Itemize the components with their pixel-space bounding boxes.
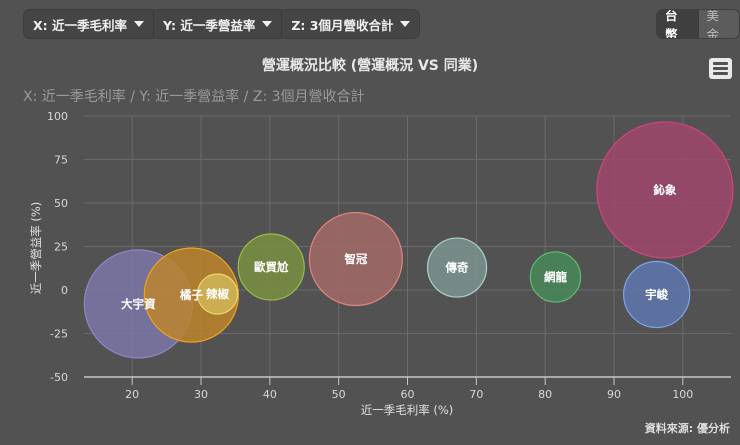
bubble-label: 傳奇	[445, 261, 469, 275]
hamburger-icon[interactable]	[709, 58, 732, 79]
caret-down-icon	[134, 21, 144, 27]
currency-toggle: 台幣 美金	[656, 9, 740, 39]
bubble-辣椒[interactable]	[196, 273, 239, 315]
x-tick-label: 100	[672, 388, 693, 401]
y-tick-label: 0	[61, 284, 68, 297]
chart-title: 營運概況比較 (營運概況 VS 同業)	[261, 58, 479, 74]
chart-subtitle: X: 近一季毛利率 / Y: 近一季營益率 / Z: 3個月營收合計	[23, 89, 365, 105]
bubble-網龍[interactable]	[529, 251, 582, 303]
z-axis-select-label: Z: 3個月營收合計	[291, 17, 394, 33]
x-axis-select-label: X: 近一季毛利率	[33, 17, 127, 33]
bubble-宇峻[interactable]	[623, 260, 691, 329]
y-tick-label: -25	[50, 328, 68, 341]
z-axis-select[interactable]: Z: 3個月營收合計	[282, 10, 419, 38]
bubble-label: 智冠	[344, 252, 367, 266]
x-tick-label: 70	[469, 388, 483, 401]
bubble-label: 網龍	[544, 270, 567, 284]
caret-down-icon	[262, 21, 273, 27]
y-tick-label: 100	[47, 110, 68, 123]
bubble-label: 歐買尬	[254, 260, 289, 274]
bubble-傳奇[interactable]	[426, 237, 488, 298]
bubble-label: 宇峻	[645, 288, 668, 302]
axis-select-group: X: 近一季毛利率 Y: 近一季營益率 Z: 3個月營收合計	[23, 9, 421, 39]
x-tick-label: 90	[607, 388, 621, 401]
y-tick-label: -50	[50, 371, 68, 384]
x-tick-label: 80	[538, 388, 552, 401]
y-axis-select-label: Y: 近一季營益率	[163, 17, 256, 33]
axes: 100 75 50 25 0 -25 -50 20 30 40 50 60 70 80 90 100 近一季毛利…	[29, 110, 731, 417]
bubble-label: 辣椒	[206, 287, 229, 301]
caret-down-icon	[400, 21, 411, 27]
x-axis-select[interactable]: X: 近一季毛利率	[24, 10, 154, 38]
bubble-橘子[interactable]	[143, 247, 240, 343]
bubble-label: 鈊象	[653, 183, 676, 197]
x-tick-label: 20	[125, 388, 139, 401]
y-axis-title: 近一季營益率 (%)	[29, 202, 43, 295]
currency-twd-button[interactable]: 台幣	[657, 10, 698, 38]
x-tick-label: 50	[332, 388, 346, 401]
y-axis-select[interactable]: Y: 近一季營益率	[154, 10, 283, 38]
bubble-label: 大宇資	[121, 297, 156, 311]
y-tick-label: 25	[54, 241, 68, 254]
bubble-鈊象[interactable]	[596, 121, 734, 259]
bubble-label: 橘子	[179, 288, 203, 302]
x-tick-label: 40	[263, 388, 277, 401]
y-tick-label: 50	[54, 197, 68, 210]
bubble-歐買尬[interactable]	[237, 233, 305, 301]
y-tick-label: 75	[54, 154, 68, 167]
x-axis-title: 近一季毛利率 (%)	[361, 403, 454, 417]
currency-usd-button[interactable]: 美金	[697, 10, 739, 38]
data-source-credit: 資料來源: 優分析	[644, 422, 730, 435]
x-tick-label: 30	[194, 388, 208, 401]
x-tick-label: 60	[401, 388, 415, 401]
bubble-智冠[interactable]	[308, 211, 403, 307]
